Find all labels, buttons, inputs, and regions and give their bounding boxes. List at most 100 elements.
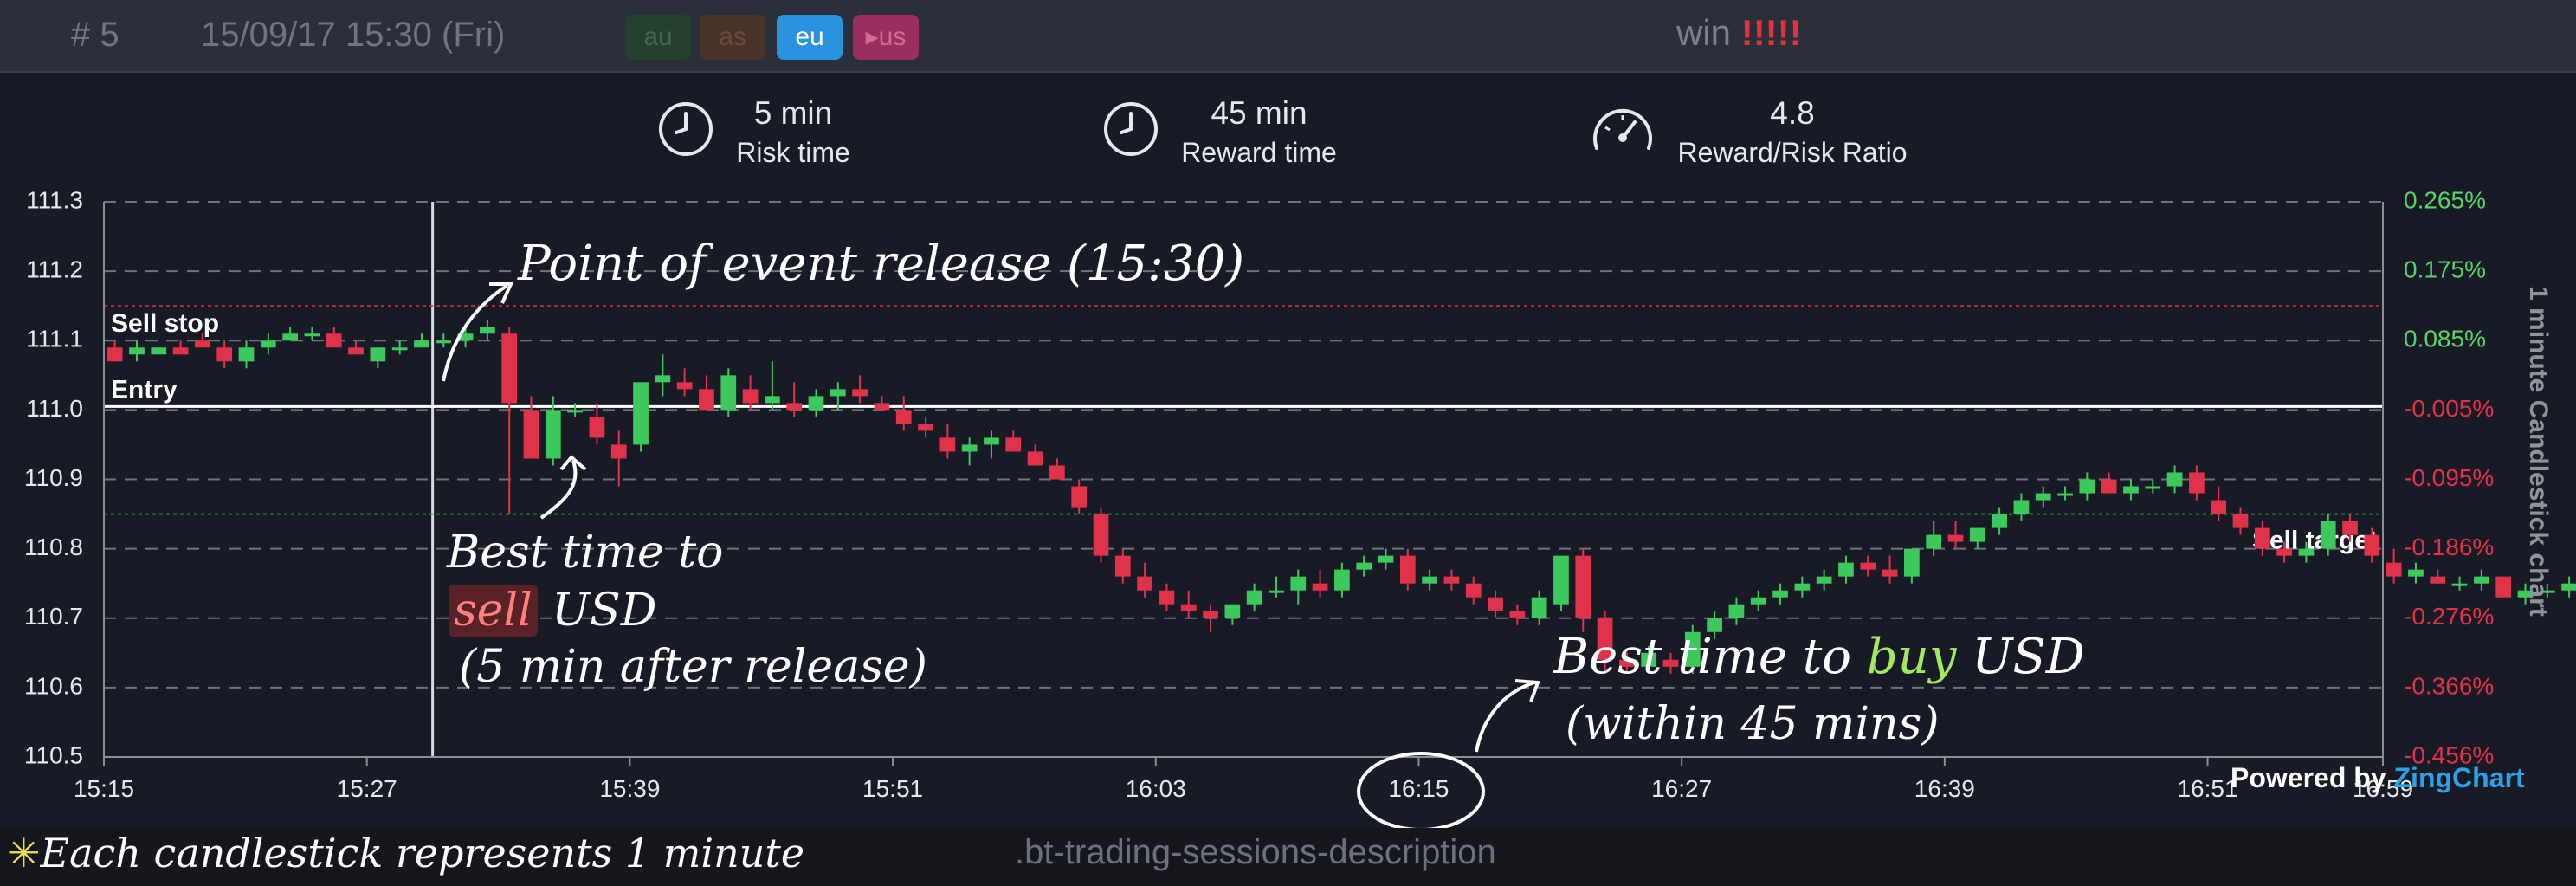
y-tick-label: 110.9 [24,464,83,491]
candle-body [1224,604,1241,618]
candle-body [961,444,978,452]
candle-body [1290,576,1307,591]
time-circle-16-15 [1357,752,1485,831]
axis-layer: 111.3 0.265% 111.2 0.175% 111.1 0.085% 111.0 -0… [24,186,2494,802]
session-badge-au[interactable]: au [625,15,691,60]
candle-body [1553,555,1569,605]
candle-body [1137,576,1152,591]
y-tick-label: 111.0 [26,395,83,422]
candle-body [391,347,408,351]
footer-note-text: Each candlestick represents 1 minute [40,830,805,876]
candle-body [1334,569,1350,591]
y-right-tick-label: -0.186% [2404,534,2494,560]
speedometer-icon [1593,108,1652,150]
y-right-tick-label: -0.005% [2404,395,2494,422]
result-label: win !!!!! [1676,12,1802,54]
buy-annotation-line1: Best time to buy USD [1553,629,2085,685]
candle-body [720,375,737,411]
event-datetime: 15/09/17 15:30 (Fri) [201,16,506,54]
candle-body [107,347,123,362]
candle-body [699,389,714,411]
y-tick-label: 111.2 [26,256,83,283]
y-tick-label: 110.7 [24,603,83,630]
y-right-tick-label: 0.175% [2404,256,2486,283]
y-right-tick-label: 0.085% [2404,326,2486,352]
y-tick-label: 110.8 [24,534,83,560]
y-right-tick-label: -0.456% [2404,741,2494,768]
candle-body [2474,576,2489,584]
top-bar: # 5 15/09/17 15:30 (Fri) au as eu ▸us wi… [0,0,2576,73]
candle-body [1662,659,1679,667]
session-badge-us[interactable]: ▸us [853,15,919,60]
reward-time-label: Reward time [1181,137,1337,168]
candle-body [2254,527,2270,549]
footer-note: ✳Each candlestick represents 1 minute [7,830,804,876]
y-right-tick-label: -0.366% [2404,672,2494,699]
candle-body [939,437,956,452]
buy-word: buy [1866,629,1957,685]
x-tick-label: 16:39 [1914,775,1975,802]
x-tick-label: 16:03 [1126,775,1186,802]
candle-body [984,437,999,445]
candle-body [2320,521,2336,549]
candle-body [1027,451,1043,466]
result-text: win [1676,12,1732,53]
sell-currency: USD [552,585,657,637]
candle-body [414,340,429,348]
candle-body [1684,631,1701,667]
candle-body [589,417,605,438]
candle-body [2232,514,2249,528]
candle-body [2364,534,2380,556]
candle-body [2561,583,2576,591]
candle-body [895,410,912,424]
candle-body [852,389,868,397]
y-right-tick-label: 0.265% [2404,186,2486,213]
x-tick-label: 15:15 [74,775,134,802]
reward-time-value: 45 min [1211,95,1307,131]
candle-body [2035,493,2051,501]
candle-body [1860,562,1876,570]
session-badge-eu[interactable]: eu [777,15,843,60]
candle-body [1005,437,1022,452]
candle-body [1093,514,1109,556]
candle-body [1180,604,1197,611]
y-right-tick-label: -0.276% [2404,603,2494,630]
sell-arrow [539,460,578,520]
event-arrow-head [489,282,514,304]
candle-body [2298,548,2315,556]
candle-body [2079,479,2095,494]
risk-time-value: 5 min [753,95,833,131]
risk-time-label: Risk time [736,137,850,168]
candle-body [1488,597,1503,611]
candle-body [1575,555,1591,618]
candle-body [2451,583,2468,586]
footer-bar [0,828,2576,886]
y-tick-label: 110.6 [24,672,83,699]
candle-body [2101,479,2117,494]
buy-arrow [1475,681,1535,753]
asterisk-icon: ✳ [7,830,41,876]
x-tick-label: 16:15 [1388,775,1449,802]
candle-body [2189,472,2205,494]
candle-body [1882,569,1898,577]
candle-body [1399,555,1416,584]
y-tick-label: 111.1 [26,326,83,352]
candle-body [2342,521,2358,535]
candle-body [676,382,693,390]
candle-body [238,347,255,362]
candle-body [1443,576,1460,584]
y-right-tick-label: -0.095% [2404,464,2494,491]
candle-body [2211,500,2227,514]
session-badge-as[interactable]: as [700,15,765,60]
candle-body [545,410,561,459]
powered-by-credit[interactable]: Powered by ZingChart [2231,762,2525,794]
candle-body [1356,562,1372,570]
event-release-annotation: Point of event release (15:30) [518,236,1245,292]
candle-body [1794,583,1811,591]
candle-body [282,333,298,341]
candle-body [370,347,386,362]
chart-body [0,73,2576,828]
event-number: # 5 [71,16,119,54]
x-tick-label: 16:59 [2353,775,2413,802]
